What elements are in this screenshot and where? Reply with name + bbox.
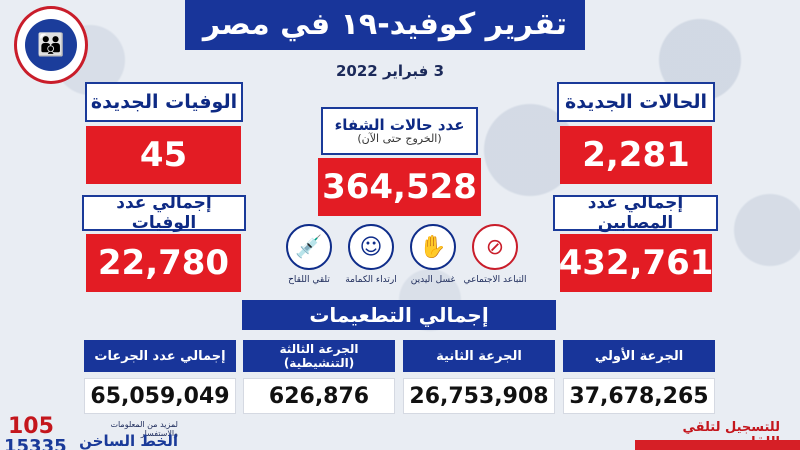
precaution-vaccine: 💉	[286, 224, 332, 270]
precaution-social-distance: ⊘	[472, 224, 518, 270]
precaution-caption: تلقي اللقاح	[288, 275, 330, 285]
recovered-label-box: عدد حالات الشفاء (الخروج حتى الآن)	[321, 107, 478, 155]
precaution-caption: التباعد الاجتماعي	[463, 275, 527, 285]
precaution-mask: ☺	[348, 224, 394, 270]
new-deaths-label: الوفيات الجديدة	[85, 82, 243, 122]
ministry-logo: 👪	[14, 6, 88, 84]
second-dose-label: الجرعة الثانية	[403, 340, 555, 372]
total-deaths-label: إجمالي عدد الوفيات	[82, 193, 246, 233]
vaccinations-title: إجمالي التطعيمات	[242, 300, 556, 330]
report-date: 3 فبراير 2022	[335, 62, 444, 80]
register-bar	[635, 440, 800, 450]
third-dose-value: 626,876	[243, 378, 395, 414]
total-deaths-value: 22,780	[86, 234, 241, 292]
page-title: تقرير كوفيد-١٩ في مصر	[185, 0, 585, 50]
total-cases-value: 432,761	[559, 234, 713, 292]
total-cases-label: إجمالي عدد المصابين	[553, 193, 718, 233]
recovered-sub: (الخروج حتى الآن)	[357, 132, 442, 146]
family-icon: 👪	[25, 19, 77, 71]
first-dose-label: الجرعة الأولي	[563, 340, 715, 372]
precaution-hand-wash: ✋	[410, 224, 456, 270]
new-cases-label: الحالات الجديدة	[557, 82, 715, 122]
second-dose-value: 26,753,908	[403, 378, 555, 414]
total-doses-value: 65,059,049	[84, 378, 236, 414]
first-dose-value: 37,678,265	[563, 378, 715, 414]
recovered-value: 364,528	[318, 158, 481, 216]
mask-icon: ☺	[348, 224, 394, 270]
new-deaths-value: 45	[86, 126, 241, 184]
precaution-caption: غسل اليدين	[410, 275, 456, 285]
new-cases-value: 2,281	[560, 126, 712, 184]
hand-wash-icon: ✋	[410, 224, 456, 270]
hotline-label: الخط الساخن	[79, 432, 178, 450]
no-crowd-icon: ⊘	[472, 224, 518, 270]
total-doses-label: إجمالي عدد الجرعات	[84, 340, 236, 372]
recovered-label: عدد حالات الشفاء	[334, 115, 465, 134]
hotline-info: لمزيد من المعلومات والاستفسار	[110, 420, 178, 438]
precaution-caption: ارتداء الكمامة	[345, 275, 397, 285]
third-dose-label: الجرعة الثالثة (التنشيطية)	[243, 340, 395, 372]
hotline-number-2: 15335	[4, 436, 67, 450]
vaccine-icon: 💉	[286, 224, 332, 270]
hotline-number-1: 105	[8, 414, 54, 439]
